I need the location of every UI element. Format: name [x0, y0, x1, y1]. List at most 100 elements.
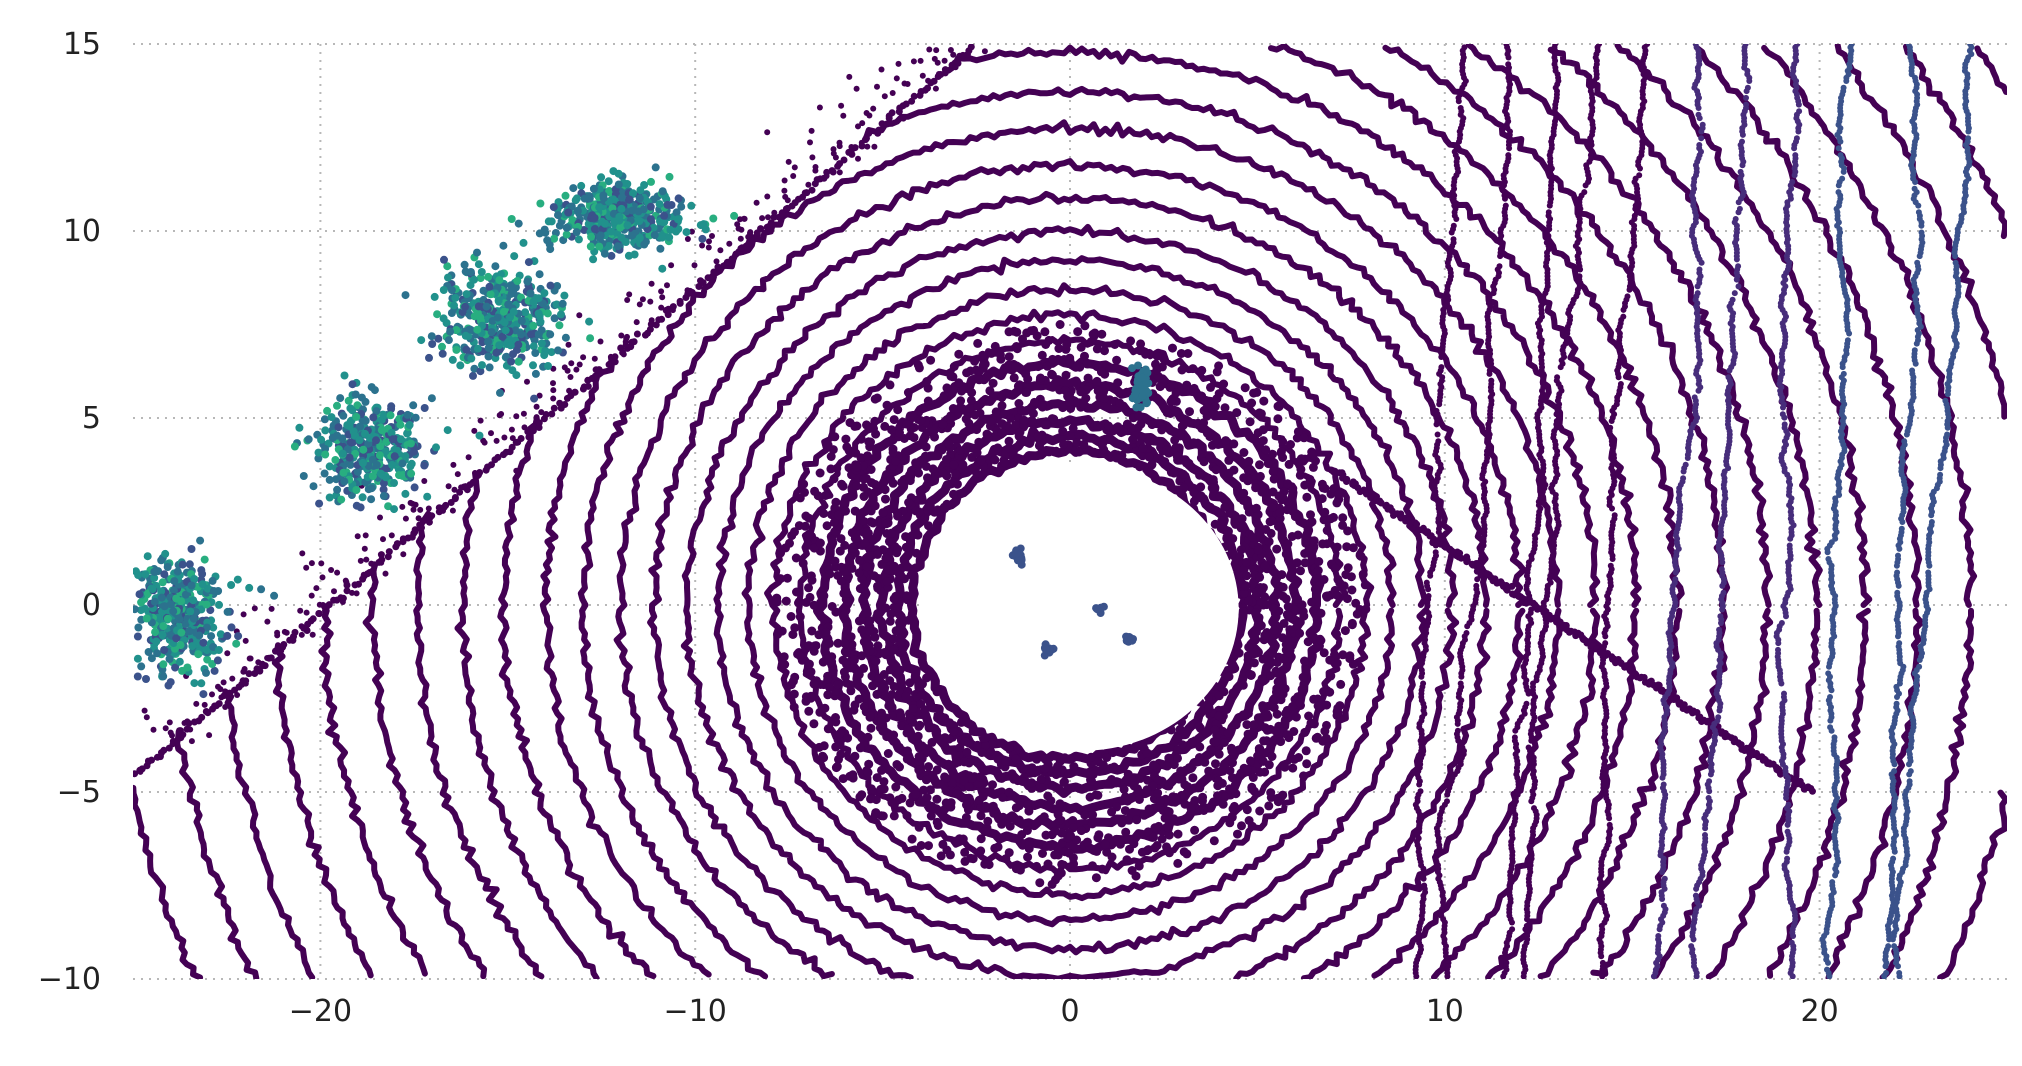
point [968, 854, 978, 864]
point [1152, 365, 1162, 375]
point [1418, 673, 1425, 680]
point [1413, 973, 1420, 979]
point [901, 691, 911, 701]
point [498, 411, 505, 417]
point [789, 689, 799, 699]
point [937, 445, 947, 455]
point [1707, 771, 1714, 778]
point [887, 425, 897, 435]
point [911, 458, 921, 468]
point [885, 616, 895, 626]
point [454, 471, 461, 478]
point [1079, 399, 1089, 409]
point [1332, 590, 1342, 600]
scan-ring [271, 642, 374, 979]
point [1115, 388, 1125, 398]
point [878, 66, 885, 73]
point [878, 811, 888, 821]
point [1037, 401, 1047, 411]
point [997, 401, 1007, 411]
point [291, 628, 299, 636]
point [1289, 754, 1299, 764]
point [726, 240, 733, 247]
point [1298, 456, 1308, 466]
point [1325, 655, 1335, 665]
scan-ring [454, 470, 600, 979]
point [1281, 594, 1291, 604]
point [1577, 266, 1584, 273]
point [1218, 799, 1228, 809]
point [988, 780, 997, 790]
point [242, 637, 249, 644]
point [1843, 78, 1850, 84]
point [1286, 641, 1296, 651]
point [176, 727, 183, 734]
point [1241, 557, 1251, 567]
scan-ring [891, 426, 1251, 779]
point [864, 143, 871, 150]
point [1272, 709, 1282, 719]
point [1017, 405, 1027, 415]
point [1512, 727, 1519, 734]
point [611, 353, 619, 361]
scan-ring [318, 602, 428, 977]
point [143, 714, 150, 721]
point [1272, 658, 1282, 667]
point [880, 648, 889, 657]
point [821, 491, 830, 500]
point [1588, 142, 1595, 148]
point [1239, 448, 1249, 457]
point [804, 190, 811, 196]
point [879, 777, 889, 787]
point [988, 801, 998, 811]
point [852, 462, 862, 472]
point [1690, 936, 1697, 943]
point [1695, 387, 1702, 394]
point [1726, 367, 1733, 374]
point [699, 242, 706, 249]
point [1184, 458, 1194, 468]
point [985, 396, 995, 406]
point [421, 478, 428, 484]
point [819, 591, 829, 601]
point [1217, 516, 1227, 526]
point [1743, 94, 1749, 101]
point [1319, 575, 1329, 584]
point [1789, 973, 1796, 979]
point [1645, 680, 1653, 688]
point [846, 632, 856, 642]
point [1827, 717, 1834, 724]
point [589, 375, 595, 382]
point [1088, 329, 1098, 339]
point [836, 139, 843, 146]
point [791, 164, 798, 171]
point [950, 51, 957, 58]
point [1243, 476, 1253, 486]
point [1231, 720, 1241, 730]
point [729, 257, 736, 263]
point [1164, 781, 1174, 791]
point [1300, 558, 1310, 568]
point [1251, 627, 1261, 637]
point [1186, 803, 1196, 813]
point [274, 629, 281, 636]
point [891, 782, 901, 792]
point [1255, 460, 1264, 470]
point [1166, 396, 1176, 406]
point [513, 413, 520, 420]
point [281, 628, 288, 635]
point [955, 834, 964, 844]
point [886, 475, 896, 485]
point [823, 674, 833, 684]
point [1232, 408, 1242, 418]
point [626, 291, 633, 298]
point [1432, 542, 1439, 549]
point [1300, 727, 1310, 737]
point [1306, 518, 1315, 528]
point [863, 768, 873, 778]
point [1247, 532, 1257, 542]
point [917, 486, 927, 495]
point [1079, 439, 1089, 449]
point [520, 410, 527, 417]
point [1308, 450, 1318, 460]
